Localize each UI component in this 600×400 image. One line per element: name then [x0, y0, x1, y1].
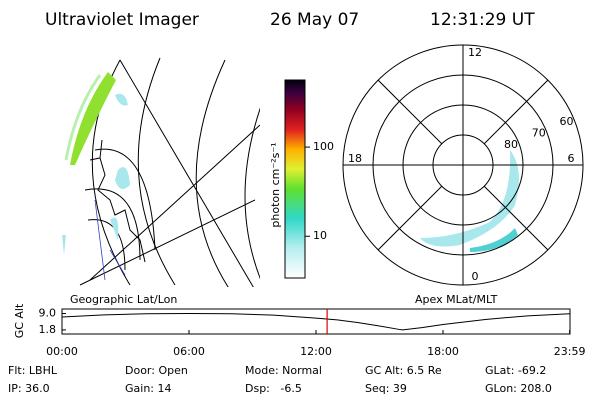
- x-tick-label: 23:59: [554, 345, 586, 358]
- info-field: Door: Open: [125, 364, 188, 377]
- y-tick-label: 9.0: [39, 307, 57, 320]
- info-field: GLon: 208.0: [485, 382, 552, 395]
- polar-diagonal: [483, 185, 549, 251]
- info-field: GLat: -69.2: [485, 364, 546, 377]
- info-field: Mode: Normal: [245, 364, 322, 377]
- left-caption: Geographic Lat/Lon: [70, 293, 177, 306]
- mlt-label: 6: [568, 152, 575, 165]
- lat-label: 70: [532, 127, 546, 140]
- polar-diagonal: [377, 79, 443, 145]
- altitude-curve: [61, 313, 570, 331]
- timeline-ylabel: GC Alt: [13, 303, 26, 338]
- polar-auroral-pixels: [420, 150, 519, 252]
- x-tick-label: 18:00: [427, 345, 459, 358]
- title: Ultraviolet Imager: [45, 10, 199, 30]
- info-field: Flt: LBHL: [8, 364, 58, 377]
- y-tick-label: 1.8: [39, 323, 57, 336]
- geographic-image: [62, 57, 260, 287]
- colorbar-tick-label: 100: [313, 140, 334, 153]
- mlt-label: 0: [472, 270, 479, 283]
- info-field: Gain: 14: [125, 382, 172, 395]
- x-tick-label: 06:00: [173, 345, 205, 358]
- polar-diagonal: [483, 79, 549, 145]
- colorbar-label: photon cm⁻²s⁻¹: [269, 142, 282, 227]
- x-tick-label: 12:00: [300, 345, 332, 358]
- info-field: GC Alt: 6.5 Re: [365, 364, 442, 377]
- lat-label: 80: [504, 138, 518, 151]
- time: 12:31:29 UT: [430, 10, 535, 30]
- polar-caption: Apex MLat/MLT: [415, 293, 498, 306]
- mlt-label: 12: [468, 46, 482, 59]
- lat-label: 60: [559, 115, 573, 128]
- polar-diagonal: [377, 185, 443, 251]
- date: 26 May 07: [270, 10, 359, 30]
- info-field: IP: 36.0: [8, 382, 50, 395]
- info-field: Seq: 39: [365, 382, 407, 395]
- x-tick-label: 00:00: [46, 345, 78, 358]
- info-field: Dsp: -6.5: [245, 382, 302, 395]
- mlt-label: 18: [348, 152, 362, 165]
- colorbar: [284, 79, 306, 279]
- colorbar-tick-label: 10: [313, 229, 327, 242]
